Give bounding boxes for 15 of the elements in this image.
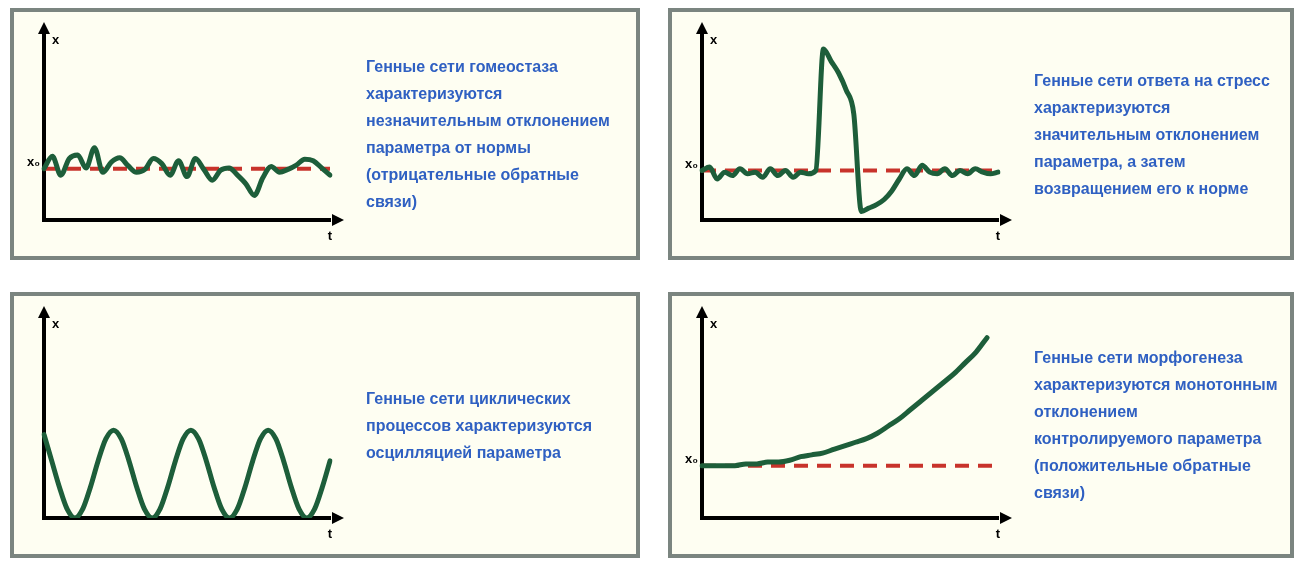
ref-line-label: x₀	[684, 155, 699, 171]
x-axis-title: t	[995, 526, 1001, 542]
text: Генные сети циклических процессов характеризуются осцилляцией параметра	[366, 388, 593, 463]
x-axis-title: t	[327, 228, 333, 244]
ref-line-label: x₀	[684, 450, 699, 466]
text: Генные сети гомеостаза характеризуются незначительным отклонением параметра от нормы (отрицательные обратные связи)	[366, 57, 611, 212]
y-axis-title: x	[710, 316, 718, 332]
text: Генные сети ответа на стресс характеризуются значительным отклонением параметра, а затем возвращением его к норме	[1034, 70, 1271, 199]
y-axis-title: x	[52, 316, 60, 332]
x-axis-title: t	[327, 526, 333, 542]
y-axis-title: x	[710, 32, 718, 48]
text: Генные сети морфогенеза характеризуются монотонным отклонением контролируемого параметра (положительные обратные связи)	[1034, 348, 1279, 503]
ref-line-label: x₀	[26, 153, 41, 169]
x-axis-title: t	[995, 228, 1001, 244]
y-axis-title: x	[52, 32, 60, 48]
